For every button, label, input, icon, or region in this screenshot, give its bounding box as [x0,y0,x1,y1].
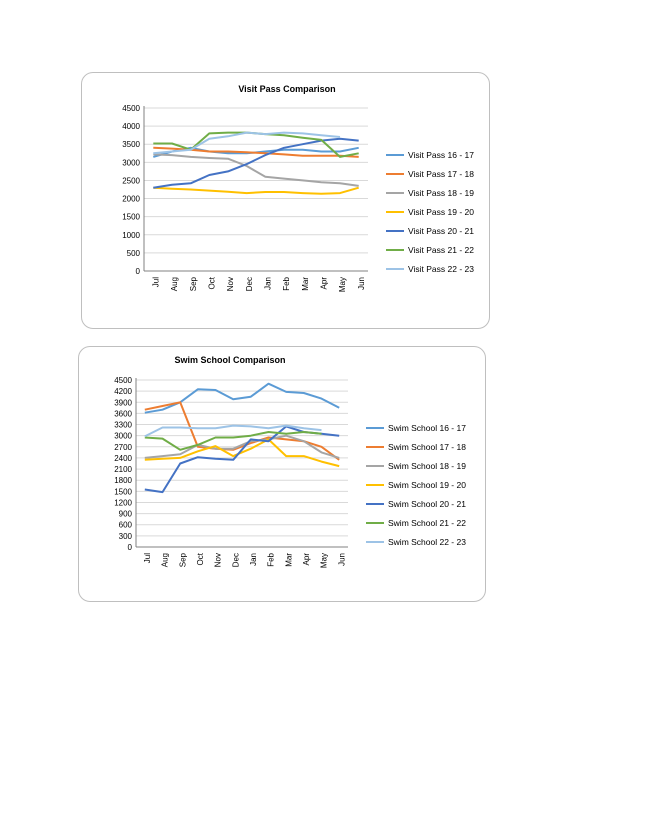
swim-school-chart-panel: Swim School Comparison 0 300 600 900 1200 1500… [78,346,486,602]
y-tick-label: 2400 [114,454,132,463]
y-tick-label: 2000 [122,195,140,204]
x-tick-label: Apr [302,553,311,566]
y-tick-label: 4000 [122,122,140,131]
x-tick-label: Dec [245,277,254,291]
x-tick-label: Jul [143,553,152,563]
x-tick-label: Jun [337,553,346,566]
legend-label: Swim School 22 - 23 [388,537,466,547]
x-tick-label: Sep [178,552,187,567]
x-tick-label: Mar [301,277,310,291]
legend-label: Visit Pass 18 - 19 [408,188,474,198]
x-tick-label: Oct [207,276,216,289]
legend-label: Visit Pass 22 - 23 [408,264,474,274]
series-line-4 [153,186,359,195]
x-tick-label: Oct [196,552,205,565]
x-tick-label: Jun [357,277,366,290]
legend-label: Visit Pass 21 - 22 [408,245,474,255]
series-line-3 [144,434,340,459]
series-line-6 [144,431,322,451]
y-tick-label: 2700 [114,443,132,452]
y-tick-label: 4500 [122,104,140,113]
x-tick-label: Feb [282,276,291,290]
y-tick-label: 1800 [114,476,132,485]
legend-label: Swim School 18 - 19 [388,461,466,471]
series-line-4 [144,438,340,468]
visit-pass-chart: Visit Pass Comparison 0 500 1000 1500 2000 250… [122,84,474,292]
y-tick-label: 600 [119,521,133,530]
x-tick-label: Jan [263,277,272,290]
legend-label: Visit Pass 17 - 18 [408,169,474,179]
x-tick-label: Apr [319,277,328,290]
y-tick-label: 1200 [114,498,132,507]
legend-label: Visit Pass 16 - 17 [408,150,474,160]
y-tick-label: 3600 [114,409,132,418]
y-tick-label: 3000 [122,158,140,167]
y-tick-label: 1500 [122,213,140,222]
x-tick-label: Jul [151,277,160,287]
swim-school-chart: Swim School Comparison 0 300 600 900 1200 1500… [114,355,466,568]
x-tick-label: Aug [161,553,170,567]
legend-label: Visit Pass 20 - 21 [408,226,474,236]
x-tick-label: Nov [214,553,223,567]
series-line-1 [144,382,340,414]
x-tick-label: May [338,277,347,292]
series-line-7 [153,131,341,155]
series-line-5 [153,137,359,189]
y-tick-label: 300 [119,532,133,541]
x-tick-label: Feb [267,552,276,566]
x-tick-label: Aug [170,277,179,291]
x-tick-label: Nov [226,277,235,291]
y-tick-label: 3900 [114,398,132,407]
y-tick-label: 900 [119,510,133,519]
chart-title: Swim School Comparison [174,355,285,365]
x-tick-label: May [320,553,329,568]
y-tick-label: 1000 [122,231,140,240]
visit-pass-chart-panel: Visit Pass Comparison 0 500 1000 1500 2000 250… [81,72,490,329]
y-tick-label: 500 [127,249,141,258]
y-tick-label: 0 [136,267,141,276]
legend-label: Swim School 21 - 22 [388,518,466,528]
legend-label: Swim School 17 - 18 [388,442,466,452]
legend-label: Swim School 19 - 20 [388,480,466,490]
y-tick-label: 3300 [114,421,132,430]
legend-label: Visit Pass 19 - 20 [408,207,474,217]
x-tick-label: Jan [249,553,258,566]
chart-title: Visit Pass Comparison [238,84,335,94]
y-tick-label: 3000 [114,432,132,441]
y-tick-label: 0 [128,543,133,552]
series-line-3 [153,153,359,187]
y-tick-label: 4200 [114,387,132,396]
series-line-7 [144,424,322,438]
x-tick-label: Dec [231,553,240,567]
y-tick-label: 3500 [122,140,140,149]
y-tick-label: 2100 [114,465,132,474]
legend-label: Swim School 16 - 17 [388,423,466,433]
y-tick-label: 2500 [122,176,140,185]
x-tick-label: Mar [284,553,293,567]
y-tick-label: 4500 [114,376,132,385]
legend-label: Swim School 20 - 21 [388,499,466,509]
x-tick-label: Sep [189,276,198,291]
y-tick-label: 1500 [114,487,132,496]
series-line-2 [144,401,340,461]
